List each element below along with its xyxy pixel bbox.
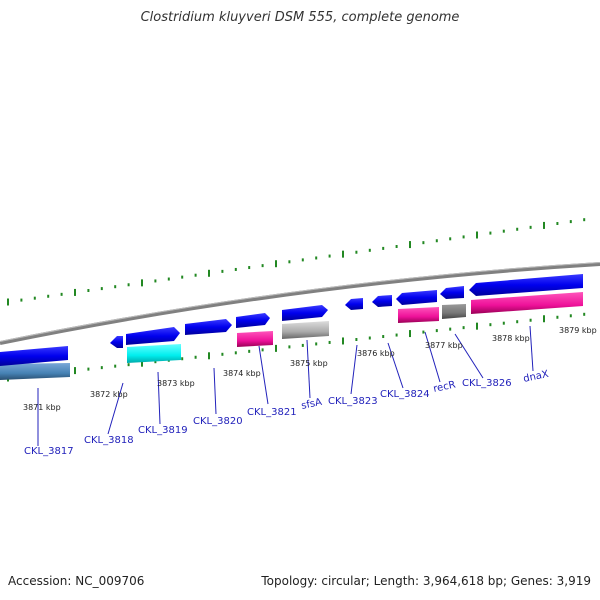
kbp-label: 3878 kbp (492, 334, 530, 343)
upper-tick-row (7, 218, 586, 306)
gene-arrow[interactable] (110, 336, 123, 348)
feature-pink (398, 307, 439, 323)
kbp-label: 3876 kbp (357, 349, 395, 358)
kbp-label: 3871 kbp (23, 403, 61, 412)
kbp-label: 3877 kbp (425, 341, 463, 350)
gene-label[interactable]: sfsA (300, 397, 323, 412)
gene-arrow[interactable] (126, 327, 180, 345)
gene-label[interactable]: CKL_3819 (138, 425, 188, 436)
accession-text: Accession: NC_009706 (8, 574, 145, 588)
gene-arrow[interactable] (372, 295, 392, 307)
gene-arrow[interactable] (345, 298, 363, 310)
kbp-label: 3872 kbp (90, 390, 128, 399)
gene-label[interactable]: CKL_3823 (328, 396, 378, 407)
feature-cyan (127, 344, 181, 363)
gene-arrow[interactable] (0, 346, 68, 366)
feature-bars (0, 292, 583, 380)
kbp-label: 3879 kbp (559, 326, 597, 335)
gene-labels: CKL_3817 CKL_3818 CKL_3819 CKL_3820 CKL_… (24, 369, 550, 457)
feature-gray (282, 321, 329, 339)
gene-label[interactable]: CKL_3826 (462, 378, 512, 389)
gene-label[interactable]: CKL_3824 (380, 389, 430, 400)
gene-label[interactable]: recR (432, 379, 456, 394)
scale-labels: 3871 kbp 3872 kbp 3873 kbp 3874 kbp 3875… (23, 326, 597, 412)
gene-label[interactable]: dnaX (522, 369, 550, 385)
gene-arrow[interactable] (185, 319, 232, 335)
genome-title: Clostridium kluyveri DSM 555, complete g… (140, 10, 460, 25)
kbp-label: 3875 kbp (290, 359, 328, 368)
kbp-label: 3874 kbp (223, 369, 261, 378)
feature-pink (471, 292, 583, 314)
genome-backbone (0, 262, 600, 345)
summary-text: Topology: circular; Length: 3,964,618 bp… (261, 574, 591, 588)
gene-label[interactable]: CKL_3820 (193, 416, 243, 427)
label-leaders (37, 325, 534, 446)
gene-arrow[interactable] (440, 286, 464, 299)
gene-label[interactable]: CKL_3821 (247, 407, 297, 418)
gene-arrow[interactable] (236, 313, 270, 328)
feature-darkgray (442, 304, 466, 319)
feature-steelblue (0, 363, 70, 380)
gene-arrows (0, 274, 583, 366)
feature-pink (237, 331, 273, 347)
kbp-label: 3873 kbp (157, 379, 195, 388)
gene-label[interactable]: CKL_3818 (84, 435, 134, 446)
gene-arrow[interactable] (396, 290, 437, 305)
gene-arrow[interactable] (282, 305, 328, 321)
gene-label[interactable]: CKL_3817 (24, 446, 74, 457)
gene-arrow[interactable] (469, 274, 583, 296)
